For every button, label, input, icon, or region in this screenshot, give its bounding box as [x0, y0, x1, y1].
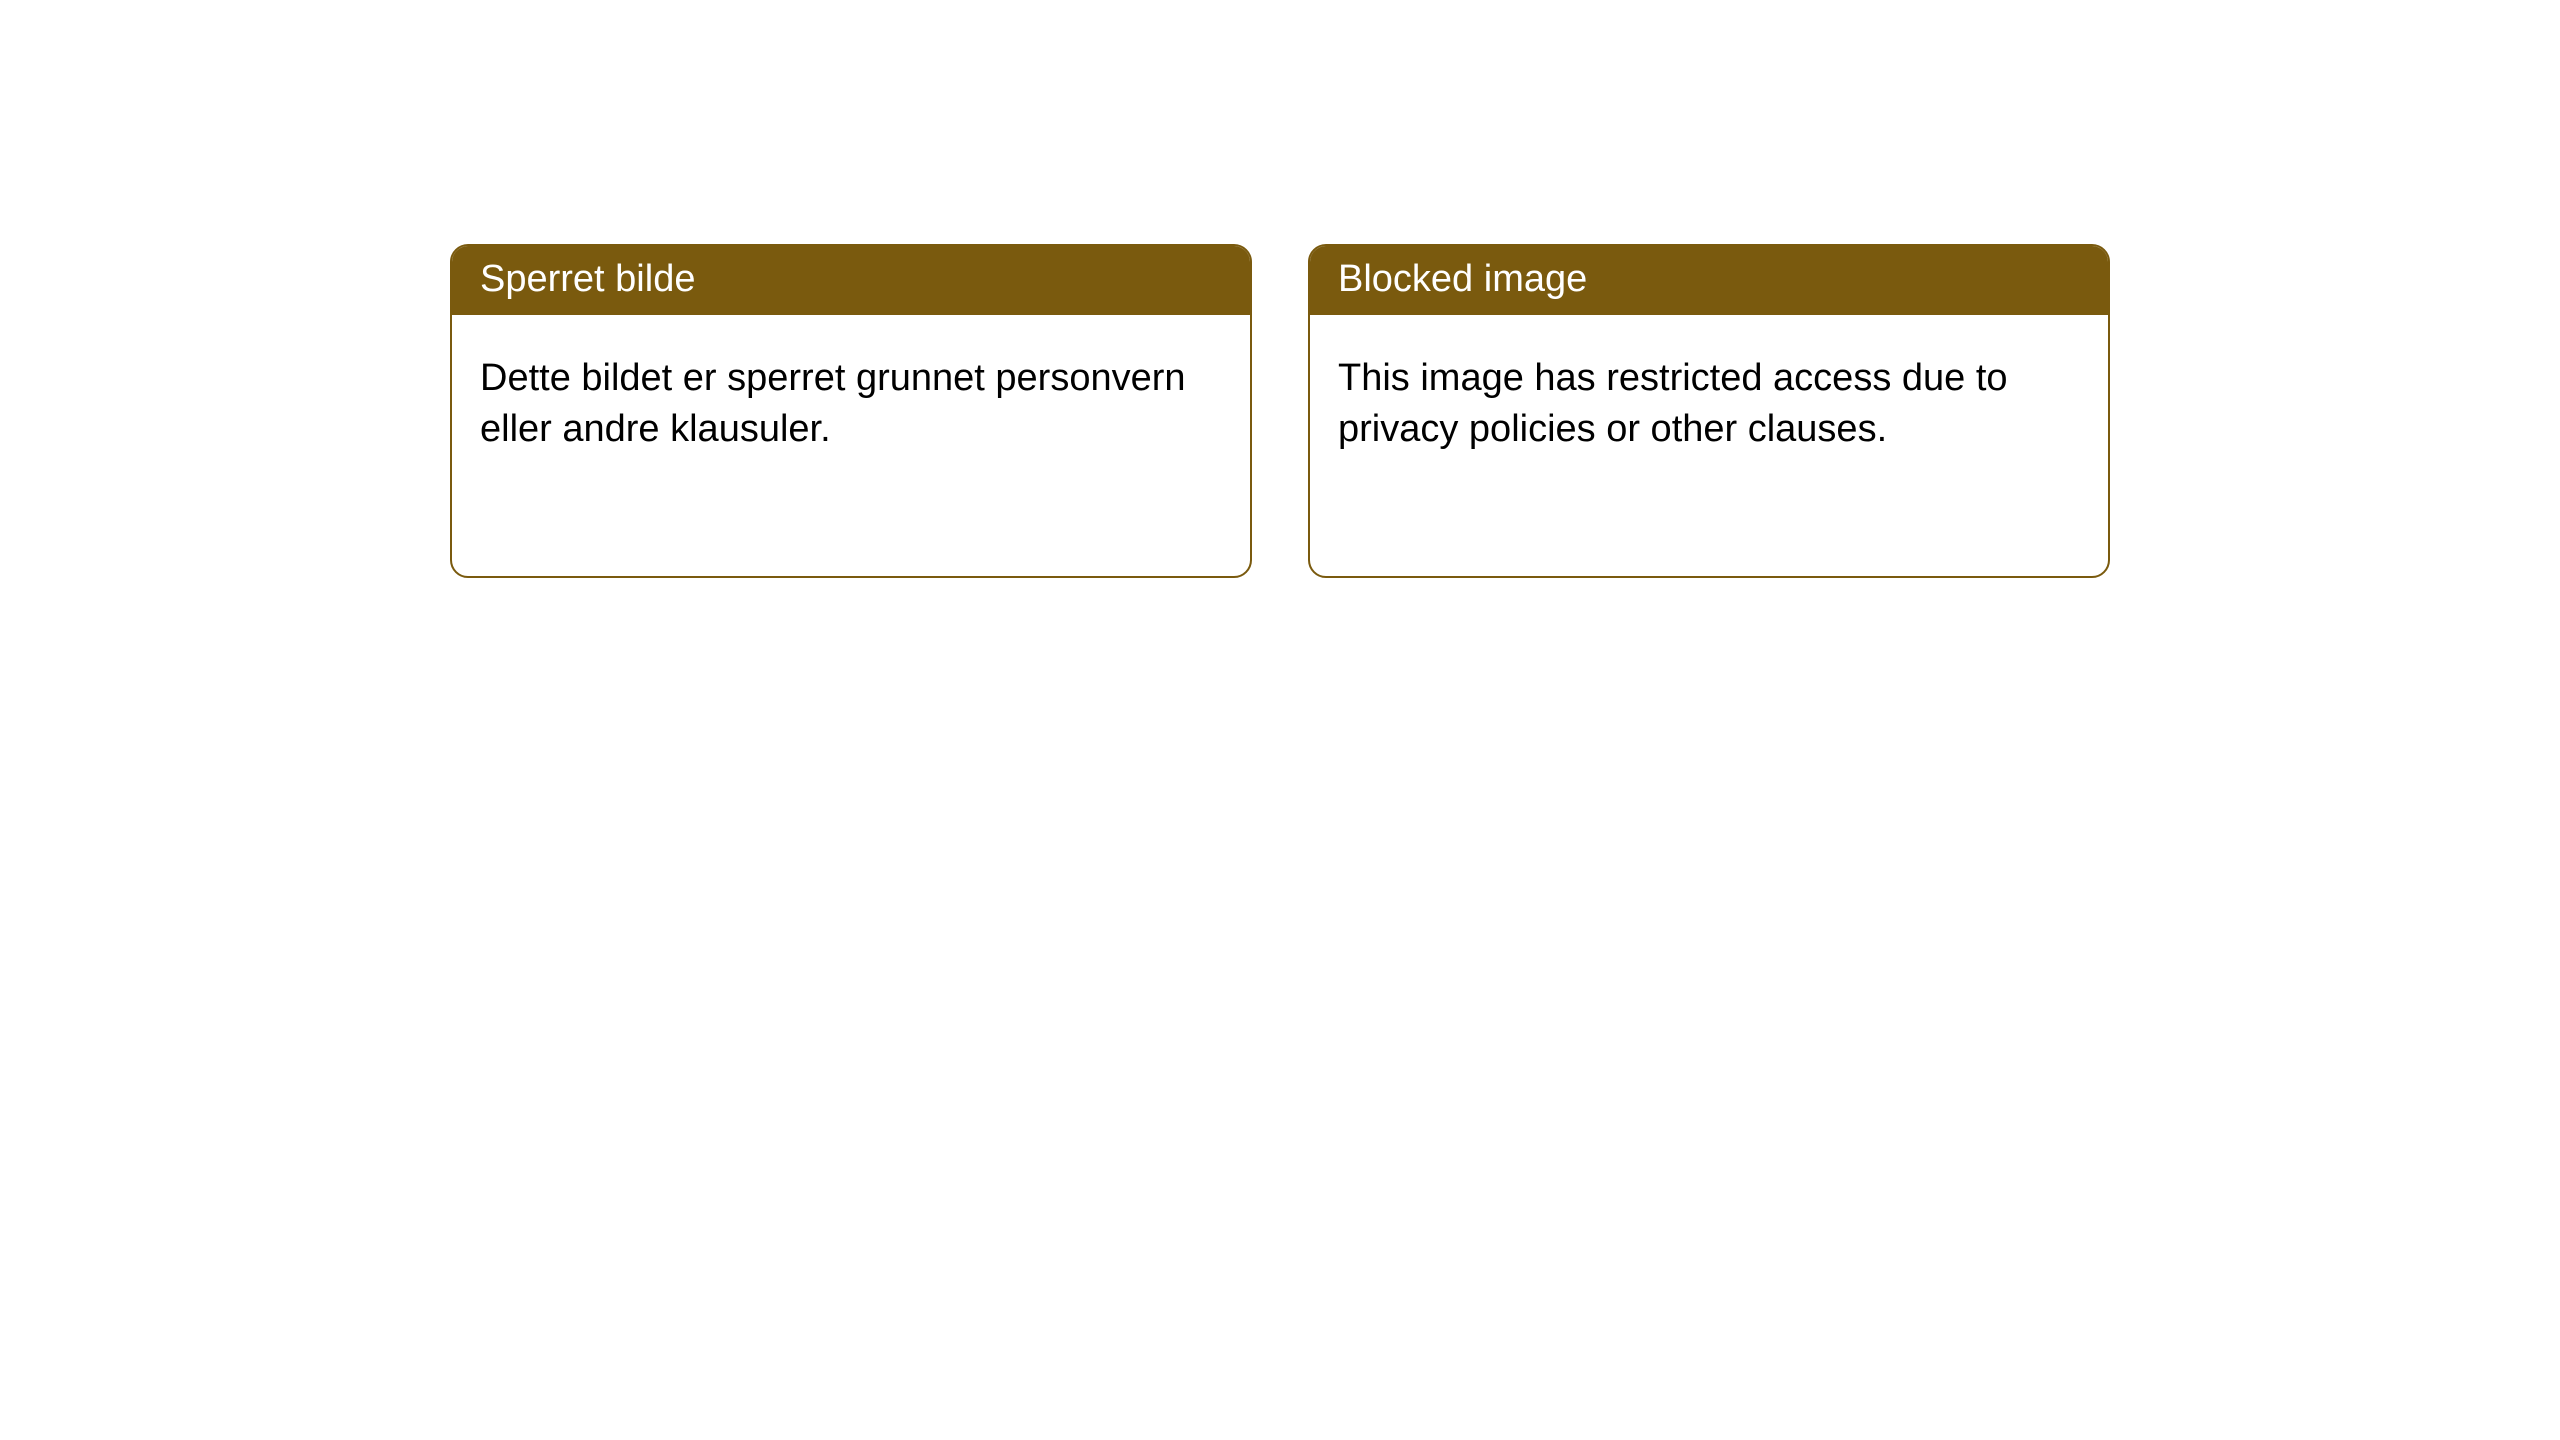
notice-card-english: Blocked image This image has restricted … [1308, 244, 2110, 578]
notice-card-norwegian: Sperret bilde Dette bildet er sperret gr… [450, 244, 1252, 578]
notice-container: Sperret bilde Dette bildet er sperret gr… [0, 0, 2560, 578]
notice-body: Dette bildet er sperret grunnet personve… [452, 315, 1250, 484]
notice-header: Sperret bilde [452, 246, 1250, 315]
notice-header: Blocked image [1310, 246, 2108, 315]
notice-body: This image has restricted access due to … [1310, 315, 2108, 484]
